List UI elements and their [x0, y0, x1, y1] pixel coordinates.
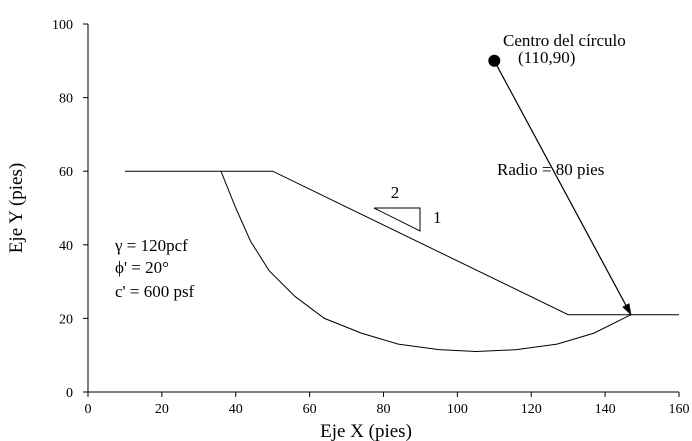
- friction-angle-label: ϕ' = 20°: [115, 258, 169, 277]
- x-tick-label: 120: [521, 402, 542, 417]
- center-label: Centro del círculo: [503, 31, 626, 50]
- x-tick-label: 20: [155, 402, 169, 417]
- radius-label: Radio = 80 pies: [497, 160, 604, 179]
- slope-ratio-triangle: [373, 207, 421, 232]
- x-tick-label: 60: [303, 402, 317, 417]
- x-tick-label: 0: [85, 402, 92, 417]
- x-tick-label: 100: [447, 402, 468, 417]
- y-axis-title: Eje Y (pies): [6, 163, 27, 253]
- x-tick-label: 40: [229, 402, 243, 417]
- x-axis-ticks: 0 20 40 60 80 100 120 140 160: [85, 392, 690, 417]
- y-tick-label: 0: [66, 386, 73, 401]
- failure-circle-arc: [220, 171, 632, 353]
- x-tick-label: 80: [377, 402, 391, 417]
- y-axis-ticks: 0 20 40 60 80 100: [52, 18, 88, 401]
- center-coordinates: (110,90): [518, 48, 575, 67]
- circle-center-point: [488, 54, 501, 67]
- radius-arrow: [493, 60, 632, 316]
- slope-ratio-vertical: 1: [433, 208, 442, 227]
- x-tick-label: 160: [669, 402, 690, 417]
- x-tick-label: 140: [595, 402, 616, 417]
- y-tick-label: 100: [52, 18, 73, 33]
- slope-profile-line: [124, 170, 679, 316]
- y-tick-label: 60: [59, 165, 73, 180]
- unit-weight-label: γ = 120pcf: [114, 236, 188, 255]
- y-tick-label: 40: [59, 239, 73, 254]
- x-axis-title: Eje X (pies): [320, 421, 412, 441]
- slope-ratio-horizontal: 2: [391, 183, 400, 202]
- cohesion-label: c' = 600 psf: [115, 282, 195, 301]
- y-tick-label: 80: [59, 92, 73, 107]
- y-tick-label: 20: [59, 312, 73, 327]
